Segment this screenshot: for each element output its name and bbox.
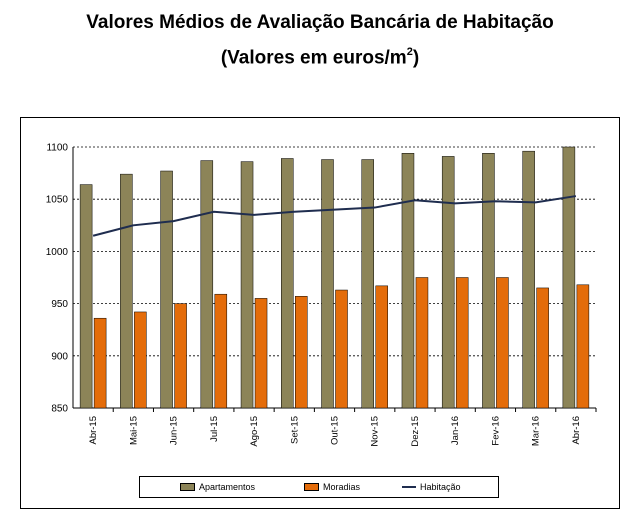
bar-moradias: [214, 293, 228, 409]
bar-moradias: [174, 303, 187, 409]
x-tick-label: Fev-16: [490, 416, 501, 446]
x-tick-label: Jul-15: [209, 416, 220, 442]
legend-item-habitacao: Habitação: [402, 477, 461, 497]
chart-legend: Apartamentos Moradias Habitação: [139, 476, 499, 498]
x-tick-label: Dez-15: [410, 416, 421, 447]
y-tick-label: 850: [51, 404, 68, 415]
y-tick-label: 950: [51, 299, 68, 310]
bar-moradias: [496, 277, 509, 409]
y-tick-label: 1000: [46, 247, 69, 258]
chart-title: Valores Médios de Avaliação Bancária de …: [86, 12, 554, 33]
x-tick-label: Ago-15: [249, 416, 260, 447]
x-tick-label: Mar-16: [531, 416, 542, 446]
x-tick-label: Jan-16: [450, 416, 461, 445]
bar-apartamentos: [321, 159, 334, 409]
bar-apartamentos: [441, 156, 455, 409]
legend-swatch-moradias: [304, 483, 319, 491]
y-tick-label: 1100: [46, 143, 68, 154]
x-tick-label: Nov-15: [370, 416, 381, 447]
bar-apartamentos: [361, 159, 374, 409]
legend-line-habitacao: [402, 486, 416, 488]
bar-moradias: [576, 284, 590, 409]
chart-subtitle: (Valores em euros/m2): [0, 46, 640, 69]
legend-swatch-apartamentos: [180, 483, 195, 491]
legend-label-moradias: Moradias: [323, 482, 361, 492]
bar-moradias: [295, 296, 308, 409]
bar-moradias: [415, 277, 429, 409]
bar-apartamentos: [522, 150, 535, 409]
line-habitacao: [92, 195, 577, 237]
legend-item-moradias: Moradias: [304, 477, 360, 497]
x-tick-label: Set-15: [289, 416, 300, 444]
bar-apartamentos: [240, 161, 254, 409]
bar-apartamentos: [562, 146, 576, 409]
bar-apartamentos: [482, 153, 495, 409]
y-tick-label: 1050: [46, 195, 69, 206]
bar-apartamentos: [79, 184, 93, 409]
legend-label-apartamentos: Apartamentos: [199, 482, 256, 492]
x-tick-label: Abr-16: [571, 416, 582, 445]
bar-moradias: [335, 289, 348, 409]
bar-apartamentos: [160, 170, 173, 409]
bar-moradias: [536, 287, 549, 409]
bar-apartamentos: [401, 153, 415, 409]
legend-label-habitacao: Habitação: [420, 482, 461, 492]
bar-moradias: [375, 285, 388, 409]
bar-moradias: [455, 277, 469, 409]
x-tick-label: Abr-15: [88, 416, 99, 445]
bar-apartamentos: [281, 158, 294, 409]
bar-moradias: [254, 298, 268, 409]
subtitle-text: (Valores em euros/m: [220, 47, 407, 69]
subtitle-superscript: 2: [406, 46, 413, 58]
x-tick-label: Jun-15: [169, 416, 180, 445]
legend-item-apartamentos: Apartamentos: [180, 477, 255, 497]
subtitle-close: ): [412, 47, 420, 69]
bar-moradias: [134, 311, 147, 409]
y-tick-label: 900: [51, 351, 68, 362]
x-tick-label: Out-15: [330, 416, 341, 445]
bar-moradias: [93, 317, 107, 409]
x-tick-label: Mai-15: [128, 416, 139, 445]
chart-frame: [20, 117, 620, 509]
bar-apartamentos: [200, 160, 214, 409]
bar-apartamentos: [120, 173, 133, 409]
